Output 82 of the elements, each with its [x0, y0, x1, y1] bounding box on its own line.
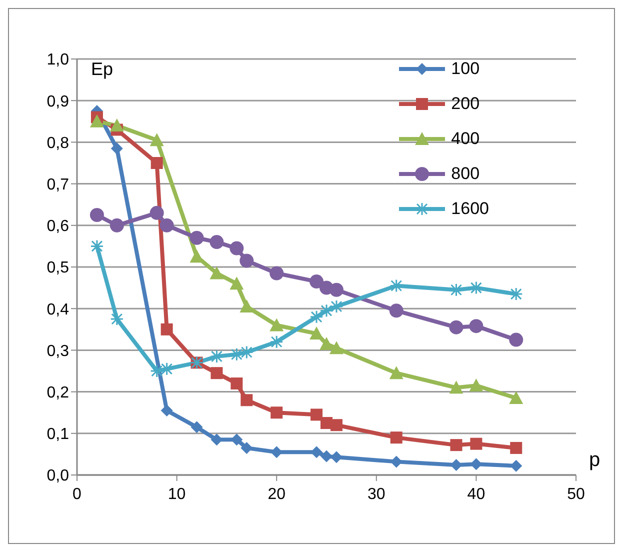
point: [310, 326, 324, 340]
point: [449, 283, 463, 297]
legend-label: 400: [451, 128, 480, 148]
point: [509, 332, 524, 347]
y-tick-label: 0,7: [46, 176, 70, 194]
point: [210, 235, 224, 250]
point: [329, 282, 344, 297]
point: [449, 320, 464, 334]
point: [90, 208, 104, 222]
legend-label: 1600: [451, 198, 489, 218]
point: [389, 304, 404, 318]
point: [509, 391, 524, 404]
point: [230, 377, 243, 390]
point: [110, 118, 124, 132]
y-tick-label: 0,4: [46, 301, 70, 318]
point: [510, 442, 522, 454]
point: [449, 380, 464, 394]
point: [210, 266, 224, 280]
point: [510, 460, 522, 472]
point: [150, 133, 164, 146]
point: [329, 341, 344, 354]
point: [270, 266, 284, 280]
point: [330, 419, 342, 432]
point: [270, 318, 284, 332]
point: [310, 408, 323, 421]
legend-label: 100: [451, 58, 480, 78]
point: [390, 278, 404, 292]
point: [110, 218, 124, 232]
x-tick-label: 50: [567, 486, 585, 503]
legend-label: 800: [451, 164, 480, 184]
point: [90, 239, 104, 253]
y-tick-label: 0,6: [46, 218, 70, 236]
point: [190, 421, 203, 434]
point: [190, 230, 204, 245]
point: [150, 206, 164, 220]
point: [230, 241, 244, 256]
y-tick-label: 0,2: [46, 384, 70, 402]
point: [450, 459, 462, 472]
point: [470, 438, 482, 450]
point: [150, 157, 163, 169]
point: [320, 450, 332, 462]
y-tick-label: 0,1: [46, 426, 70, 444]
point: [270, 335, 284, 349]
point: [240, 254, 254, 268]
point: [469, 378, 484, 392]
point: [160, 404, 173, 417]
point: [310, 274, 324, 289]
x-tick-label: 10: [168, 486, 186, 503]
point: [110, 312, 124, 326]
point: [230, 276, 244, 290]
point: [469, 319, 484, 334]
point: [320, 336, 334, 350]
y-tick-label: 0,8: [46, 134, 70, 152]
point: [240, 442, 253, 454]
y-tick-label: 0,9: [46, 93, 70, 110]
x-tick-label: 30: [368, 486, 386, 503]
point: [270, 406, 283, 419]
point: [390, 432, 402, 444]
point: [310, 446, 323, 458]
point: [160, 218, 174, 232]
point: [450, 439, 462, 452]
y-tick-label: 0,5: [46, 260, 70, 277]
y-tick-label: 0,0: [46, 468, 70, 485]
x-axis-title: p: [589, 449, 600, 472]
point: [240, 394, 253, 406]
point: [389, 366, 404, 380]
y-tick-label: 0,3: [46, 342, 70, 360]
x-tick-label: 40: [467, 486, 486, 503]
y-axis-title: Ep: [91, 59, 114, 80]
point: [469, 281, 483, 295]
point: [509, 287, 523, 301]
point: [210, 350, 224, 364]
x-tick-label: 20: [268, 486, 286, 503]
point: [160, 323, 173, 336]
legend-label: 200: [451, 94, 480, 114]
y-tick-label: 1,0: [46, 52, 70, 69]
point: [110, 142, 123, 154]
point: [240, 300, 254, 313]
point: [330, 451, 342, 464]
x-tick-label: 0: [72, 486, 82, 503]
point: [210, 367, 223, 380]
point: [90, 114, 104, 128]
